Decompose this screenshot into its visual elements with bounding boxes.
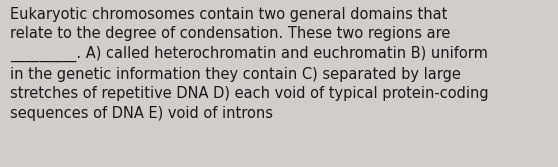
Text: Eukaryotic chromosomes contain two general domains that
relate to the degree of : Eukaryotic chromosomes contain two gener… <box>10 7 489 121</box>
